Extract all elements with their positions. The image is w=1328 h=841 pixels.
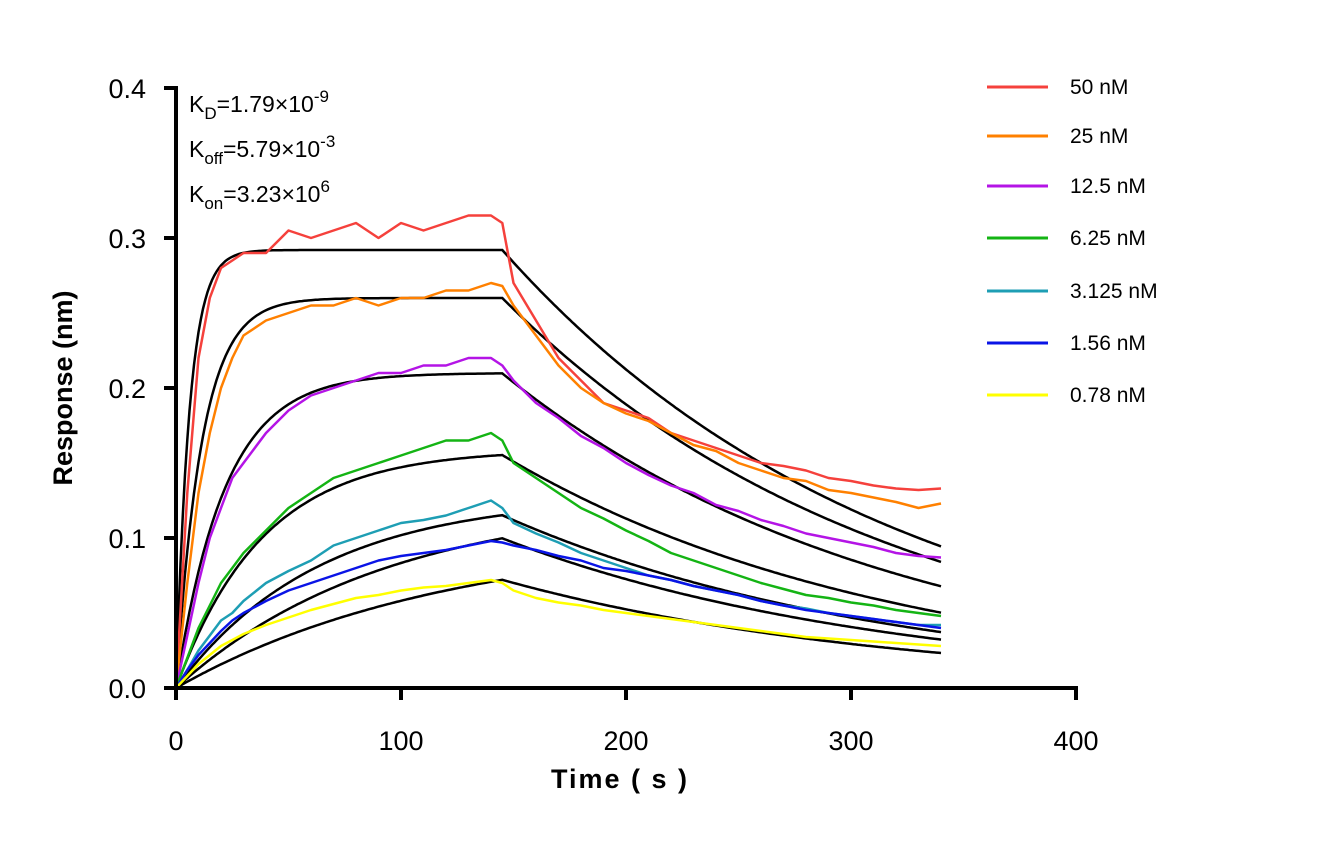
- legend-item: 50 nM: [987, 76, 1128, 99]
- legend-label: 1.56 nM: [1070, 332, 1146, 355]
- legend-label: 12.5 nM: [1070, 175, 1146, 198]
- x-tick-label: 300: [828, 726, 873, 756]
- kinetic-constant: KD=1.79×10-9: [189, 87, 329, 123]
- ticks: 0 100 200 300 400 0.0 0.1 0.2 0.3 0.4: [108, 74, 1098, 756]
- series-line-50-nM: [174, 214, 942, 689]
- y-tick-label: 0.1: [108, 524, 146, 554]
- legend-item: 3.125 nM: [987, 280, 1158, 303]
- legend-label: 6.25 nM: [1070, 227, 1146, 250]
- fit-line-12-5-nM: [174, 372, 942, 689]
- kinetic-constant: Kon=3.23×106: [189, 177, 330, 213]
- x-axis-label: Time ( s ): [551, 764, 689, 794]
- legend-item: 0.78 nM: [987, 384, 1146, 407]
- series-line-0-78-nM: [175, 578, 942, 689]
- fit-curves: [174, 248, 942, 690]
- y-axis-label: Response (nm): [48, 290, 78, 485]
- legend-item: 12.5 nM: [987, 175, 1146, 198]
- series-line-1-56-nM: [174, 539, 942, 689]
- legend-item: 1.56 nM: [987, 332, 1146, 355]
- y-tick-label: 0.4: [108, 74, 146, 104]
- fit-line-50-nM: [174, 248, 942, 689]
- legend-label: 50 nM: [1070, 76, 1128, 99]
- legend: 50 nM 25 nM 12.5 nM 6.25 nM 3.125 nM 1.56 nM 0…: [987, 76, 1158, 407]
- raw-curves: [174, 214, 942, 689]
- y-tick-label: 0.3: [108, 224, 146, 254]
- x-tick-label: 0: [168, 726, 183, 756]
- series-line-6-25-nM: [174, 431, 942, 689]
- kinetic-constants-annotation: KD=1.79×10-9 Koff=5.79×10-3 Kon=3.23×106: [189, 87, 335, 213]
- x-tick-label: 100: [378, 726, 423, 756]
- x-tick-label: 200: [603, 726, 648, 756]
- fit-line-1-56-nM: [175, 537, 942, 689]
- y-tick-label: 0.2: [108, 374, 146, 404]
- fit-line-6-25-nM: [174, 453, 942, 689]
- series-line-25-nM: [174, 281, 942, 689]
- y-tick-label: 0.0: [108, 674, 146, 704]
- legend-item: 6.25 nM: [987, 227, 1146, 250]
- kinetic-constant: Koff=5.79×10-3: [189, 132, 335, 168]
- legend-label: 0.78 nM: [1070, 384, 1146, 407]
- legend-label: 25 nM: [1070, 125, 1128, 148]
- x-tick-label: 400: [1053, 726, 1098, 756]
- fit-line-25-nM: [174, 296, 942, 689]
- legend-label: 3.125 nM: [1070, 280, 1158, 303]
- series-line-12-5-nM: [174, 356, 942, 689]
- fit-line-0-78-nM: [175, 578, 942, 690]
- legend-item: 25 nM: [987, 125, 1128, 148]
